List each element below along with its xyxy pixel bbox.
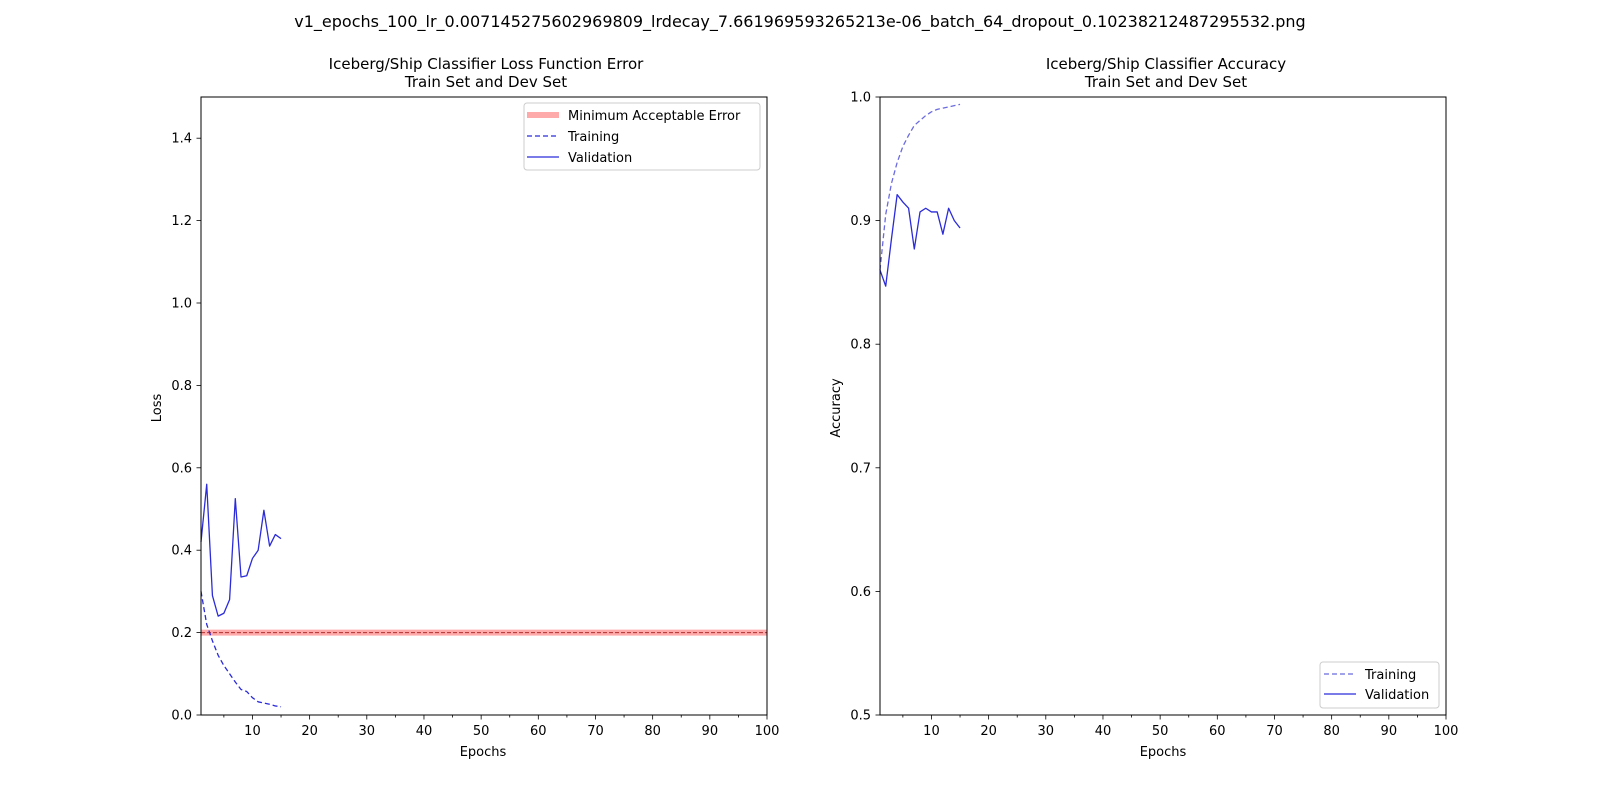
accuracy-ytick-label: 0.7 xyxy=(850,461,871,476)
loss-xtick-label: 40 xyxy=(416,724,433,739)
loss-legend-box xyxy=(523,102,761,171)
accuracy-xtick-label: 10 xyxy=(923,724,940,739)
accuracy-xtick-label: 90 xyxy=(1381,724,1398,739)
accuracy-ytick-label: 0.6 xyxy=(850,585,871,600)
loss-chart-title-line1: Iceberg/Ship Classifier Loss Function Er… xyxy=(329,55,644,73)
loss-ytick-label: 1.0 xyxy=(171,297,192,312)
accuracy-xtick-label: 50 xyxy=(1152,724,1169,739)
loss-chart-title-line2: Train Set and Dev Set xyxy=(404,73,567,91)
accuracy-legend-label-validation: Validation xyxy=(1365,688,1429,703)
accuracy-xtick-label: 60 xyxy=(1209,724,1226,739)
accuracy-chart-series xyxy=(879,103,961,287)
loss-chart-legend: Minimum Acceptable Error Training Valida… xyxy=(523,102,761,171)
loss-chart-frame xyxy=(200,96,768,716)
accuracy-chart-ticks: 10 20 30 40 50 60 70 80 90 100 0.5 0.6 0.7 0.8 0.9 1.0 xyxy=(850,91,1458,740)
accuracy-chart-title-line2: Train Set and Dev Set xyxy=(1084,73,1247,91)
accuracy-chart-title-line1: Iceberg/Ship Classifier Accuracy xyxy=(1046,55,1286,73)
accuracy-xtick-label: 20 xyxy=(980,724,997,739)
accuracy-xtick-label: 100 xyxy=(1434,724,1459,739)
accuracy-series-training-line xyxy=(879,103,961,271)
accuracy-chart-xlabel: Epochs xyxy=(1140,745,1187,760)
accuracy-xtick-label: 80 xyxy=(1323,724,1340,739)
loss-chart: Iceberg/Ship Classifier Loss Function Er… xyxy=(150,55,779,760)
loss-xtick-label: 20 xyxy=(301,724,318,739)
loss-ytick-label: 0.4 xyxy=(171,544,192,559)
loss-chart-ylabel: Loss xyxy=(150,394,165,423)
accuracy-xtick-label: 40 xyxy=(1095,724,1112,739)
loss-xtick-label: 80 xyxy=(644,724,661,739)
loss-xtick-label: 50 xyxy=(473,724,490,739)
loss-xtick-label: 100 xyxy=(755,724,780,739)
accuracy-ytick-label: 1.0 xyxy=(850,91,871,106)
accuracy-ytick-label: 0.9 xyxy=(850,214,871,229)
accuracy-chart-ylabel: Accuracy xyxy=(829,378,844,438)
loss-ytick-label: 1.4 xyxy=(171,132,192,147)
accuracy-ytick-label: 0.8 xyxy=(850,338,871,353)
accuracy-chart-frame xyxy=(879,96,1447,716)
accuracy-xtick-label: 30 xyxy=(1038,724,1055,739)
loss-series-validation-line xyxy=(200,483,282,617)
loss-xtick-label: 60 xyxy=(530,724,547,739)
loss-xtick-label: 10 xyxy=(244,724,261,739)
accuracy-legend-label-training: Training xyxy=(1364,668,1416,683)
loss-ytick-label: 0.6 xyxy=(171,461,192,476)
loss-chart-xlabel: Epochs xyxy=(460,745,507,760)
accuracy-ytick-label: 0.5 xyxy=(850,709,871,724)
loss-legend-label-training: Training xyxy=(567,130,619,145)
loss-ytick-label: 0.0 xyxy=(171,709,192,724)
loss-chart-series xyxy=(200,483,282,708)
accuracy-xtick-label: 70 xyxy=(1266,724,1283,739)
figure-suptitle: v1_epochs_100_lr_0.007145275602969809_lr… xyxy=(294,12,1306,31)
loss-chart-ticks: 10 20 30 40 50 60 70 80 90 100 0.0 0.2 0.4 0.6 0.8 1.0 1… xyxy=(171,132,779,739)
loss-series-training-line xyxy=(200,591,282,708)
loss-xtick-label: 30 xyxy=(359,724,376,739)
accuracy-chart: Iceberg/Ship Classifier Accuracy Train S… xyxy=(829,55,1458,760)
accuracy-chart-legend: Training Validation xyxy=(1319,661,1440,709)
loss-xtick-label: 90 xyxy=(702,724,719,739)
loss-legend-label-validation: Validation xyxy=(568,151,632,166)
accuracy-series-validation-line xyxy=(879,193,961,287)
loss-ytick-label: 1.2 xyxy=(171,214,192,229)
loss-ytick-label: 0.2 xyxy=(171,626,192,641)
loss-ytick-label: 0.8 xyxy=(171,379,192,394)
loss-legend-label-min-error: Minimum Acceptable Error xyxy=(568,109,741,124)
loss-xtick-label: 70 xyxy=(587,724,604,739)
